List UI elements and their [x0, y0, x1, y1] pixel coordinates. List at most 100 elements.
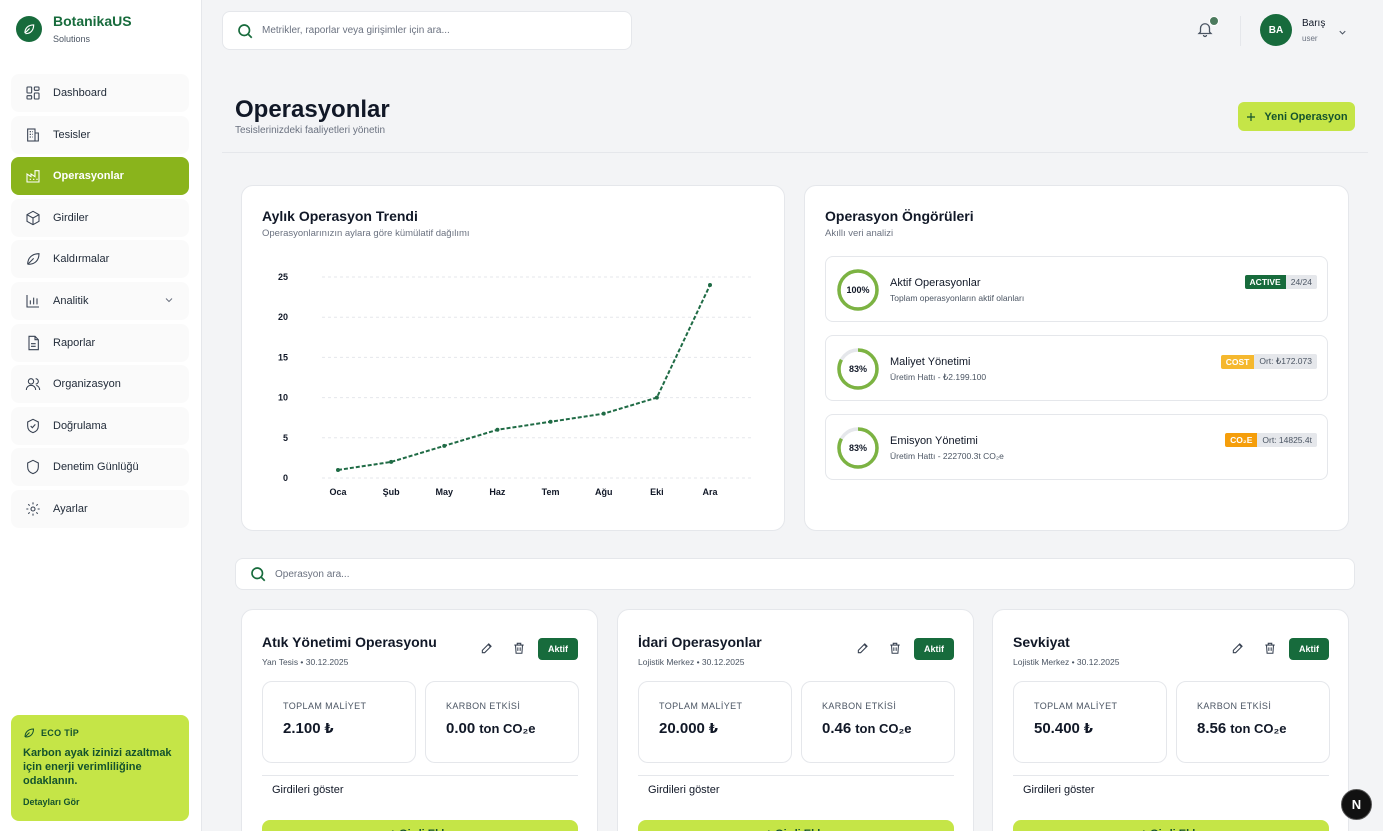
- sidebar-item-label: Kaldırmalar: [53, 253, 110, 266]
- insight-sub: Üretim Hattı - 222700.3t CO₂e: [890, 451, 1004, 461]
- add-input-button[interactable]: + Girdi Ekle: [1013, 820, 1329, 831]
- sidebar-item-tesisler[interactable]: Tesisler: [11, 115, 189, 154]
- new-operation-label: Yeni Operasyon: [1264, 110, 1348, 123]
- x-tick-label: Oca: [329, 487, 347, 497]
- sidebar-item-girdiler[interactable]: Girdiler: [11, 198, 189, 237]
- operation-title: Atık Yönetimi Operasyonu: [262, 634, 437, 650]
- y-tick-label: 5: [283, 433, 288, 443]
- metric-unit: ton CO₂e: [479, 721, 536, 736]
- edit-icon[interactable]: [856, 641, 870, 660]
- insights-title: Operasyon Öngörüleri: [825, 208, 974, 224]
- sidebar-item-ayarlar[interactable]: Ayarlar: [11, 489, 189, 528]
- badge-value: Ort: 14825.4t: [1257, 433, 1317, 447]
- sidebar-item-dogrulama[interactable]: Doğrulama: [11, 406, 189, 445]
- user-name[interactable]: Barış: [1302, 18, 1326, 29]
- sidebar-item-denetim-gunlugu[interactable]: Denetim Günlüğü: [11, 448, 189, 487]
- x-tick-label: Eki: [650, 487, 664, 497]
- progress-ring-fill: [837, 427, 879, 469]
- eco-tip-link[interactable]: Detayları Gör: [23, 797, 80, 807]
- shield-icon: [25, 459, 41, 475]
- progress-ring-percent: 83%: [848, 443, 867, 453]
- sidebar-item-kaldirmalar[interactable]: Kaldırmalar: [11, 240, 189, 279]
- progress-ring-fill: [837, 269, 879, 311]
- building-icon: [25, 127, 41, 143]
- brand[interactable]: BotanikaUS Solutions: [16, 13, 132, 44]
- sidebar-item-label: Girdiler: [53, 211, 89, 224]
- x-tick-label: Ara: [702, 487, 718, 497]
- show-inputs-toggle[interactable]: Girdileri göster: [272, 784, 344, 796]
- edit-icon[interactable]: [480, 641, 494, 660]
- data-point: [442, 443, 447, 448]
- sidebar-item-label: Tesisler: [53, 128, 91, 141]
- divider: [1013, 775, 1329, 776]
- insight-cost-management[interactable]: 83% Maliyet Yönetimi Üretim Hattı - ₺2.1…: [825, 335, 1328, 401]
- status-badge: ACTIVE: [1244, 275, 1286, 289]
- new-operation-button[interactable]: Yeni Operasyon: [1238, 102, 1355, 131]
- progress-ring-percent: 100%: [846, 285, 870, 295]
- operation-title: Sevkiyat: [1013, 634, 1070, 650]
- operation-title: İdari Operasyonlar: [638, 634, 762, 650]
- y-tick-label: 0: [283, 473, 288, 483]
- brand-sub: Solutions: [53, 34, 91, 44]
- search-placeholder: Metrikler, raporlar veya girişimler için…: [262, 25, 450, 36]
- insight-emission-management[interactable]: 83% Emisyon Yönetimi Üretim Hattı - 2227…: [825, 414, 1328, 480]
- chart-card-subtitle: Operasyonlarınızın aylara göre kümülatif…: [262, 228, 470, 239]
- sidebar-nav: Dashboard Tesisler Operasyonlar Girdiler…: [11, 74, 189, 532]
- x-tick-label: Ağu: [595, 487, 613, 497]
- chevron-down-icon[interactable]: [163, 294, 175, 309]
- add-input-button[interactable]: + Girdi Ekle: [638, 820, 954, 831]
- sidebar-item-label: Dashboard: [53, 87, 107, 99]
- y-tick-label: 10: [278, 393, 288, 403]
- data-point: [708, 283, 712, 288]
- x-tick-label: Şub: [383, 487, 401, 497]
- insight-active-operations[interactable]: 100% Aktif Operasyonlar Toplam operasyon…: [825, 256, 1328, 322]
- search-placeholder: Operasyon ara...: [275, 568, 350, 580]
- data-point: [389, 459, 394, 464]
- y-tick-label: 25: [278, 272, 288, 282]
- data-point: [601, 411, 606, 416]
- operation-meta: Lojistik Merkez • 30.12.2025: [1013, 657, 1120, 667]
- sidebar-item-dashboard[interactable]: Dashboard: [11, 74, 189, 112]
- dev-tools-badge[interactable]: N: [1341, 789, 1372, 820]
- metric-label: KARBON ETKİSİ: [446, 701, 521, 711]
- chart-card-title: Aylık Operasyon Trendi: [262, 208, 418, 224]
- sidebar-item-organizasyon[interactable]: Organizasyon: [11, 365, 189, 404]
- chevron-down-icon[interactable]: [1337, 25, 1348, 43]
- sidebar-item-label: Denetim Günlüğü: [53, 461, 139, 474]
- operations-search-input[interactable]: Operasyon ara...: [235, 558, 1355, 590]
- sidebar-item-operasyonlar[interactable]: Operasyonlar: [11, 157, 189, 196]
- leaf-logo-icon: [16, 16, 42, 42]
- leaf-icon: [25, 251, 41, 267]
- add-input-button[interactable]: + Girdi Ekle: [262, 820, 578, 831]
- show-inputs-toggle[interactable]: Girdileri göster: [1023, 784, 1095, 796]
- x-tick-label: Tem: [542, 487, 560, 497]
- search-icon: [251, 567, 266, 582]
- avatar[interactable]: BA: [1260, 14, 1292, 46]
- total-cost-metric: TOPLAM MALİYET 50.400 ₺: [1013, 681, 1167, 763]
- page-subtitle: Tesislerinizdeki faaliyetleri yönetin: [235, 125, 386, 136]
- trash-icon[interactable]: [512, 641, 526, 660]
- progress-ring-percent: 83%: [848, 364, 867, 374]
- total-cost-metric: TOPLAM MALİYET 2.100 ₺: [262, 681, 416, 763]
- sidebar-item-label: Organizasyon: [53, 378, 121, 391]
- metric-unit: ton CO₂e: [1230, 721, 1287, 736]
- insights-card: Operasyon Öngörüleri Akıllı veri analizi…: [804, 185, 1349, 531]
- bell-icon[interactable]: [1196, 19, 1214, 44]
- sidebar: BotanikaUS Solutions Dashboard Tesisler …: [0, 0, 202, 831]
- brand-name: BotanikaUS: [53, 13, 132, 29]
- leaf-icon: [24, 728, 35, 738]
- show-inputs-toggle[interactable]: Girdileri göster: [648, 784, 720, 796]
- sidebar-item-analitik[interactable]: Analitik: [11, 281, 189, 320]
- sidebar-item-label: Ayarlar: [53, 502, 88, 515]
- x-tick-label: Haz: [489, 487, 506, 497]
- sidebar-item-raporlar[interactable]: Raporlar: [11, 323, 189, 362]
- data-point: [654, 395, 659, 400]
- edit-icon[interactable]: [1231, 641, 1245, 660]
- insight-sub: Toplam operasyonların aktif olanları: [890, 293, 1025, 303]
- trash-icon[interactable]: [888, 641, 902, 660]
- progress-ring-fill: [837, 348, 879, 390]
- metric-value: 8.56: [1197, 720, 1227, 737]
- trash-icon[interactable]: [1263, 641, 1277, 660]
- global-search-input[interactable]: Metrikler, raporlar veya girişimler için…: [222, 11, 632, 50]
- box-icon: [25, 210, 41, 226]
